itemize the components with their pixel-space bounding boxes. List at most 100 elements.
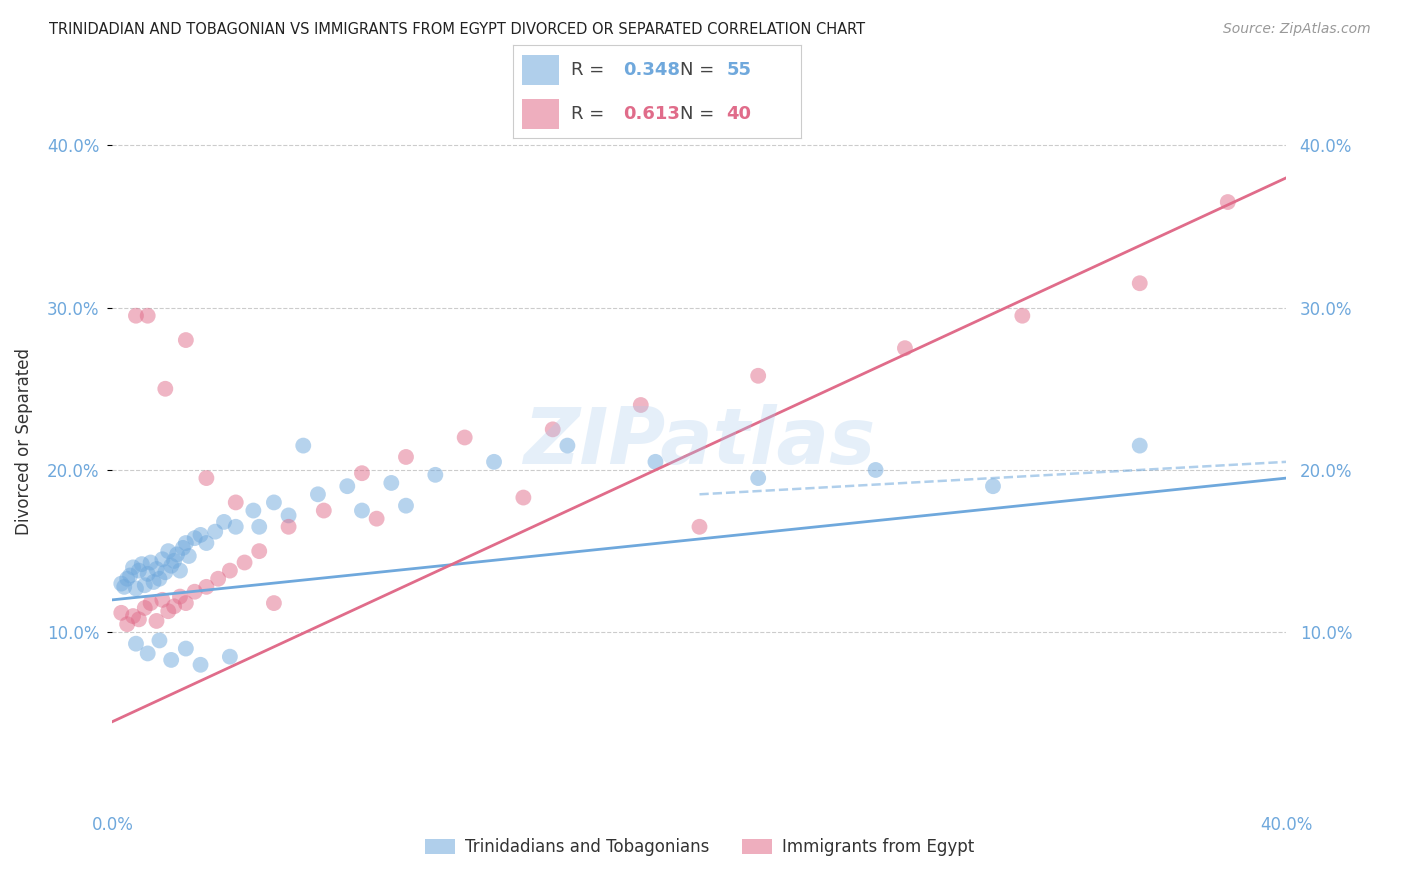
Point bbox=[395, 499, 418, 513]
Point bbox=[263, 596, 285, 610]
Point bbox=[160, 558, 183, 573]
Point bbox=[190, 657, 212, 672]
Point bbox=[219, 564, 242, 578]
Point bbox=[225, 495, 247, 509]
Text: 0.613: 0.613 bbox=[623, 105, 679, 123]
Point bbox=[350, 503, 373, 517]
Y-axis label: Divorced or Separated: Divorced or Separated bbox=[15, 348, 32, 535]
Point bbox=[1216, 195, 1239, 210]
Point bbox=[865, 463, 887, 477]
Point bbox=[233, 556, 256, 570]
Point bbox=[136, 566, 159, 581]
Point bbox=[128, 612, 150, 626]
Point bbox=[148, 572, 170, 586]
Point bbox=[134, 601, 156, 615]
Point bbox=[644, 455, 666, 469]
Text: Source: ZipAtlas.com: Source: ZipAtlas.com bbox=[1223, 22, 1371, 37]
Text: 0.348: 0.348 bbox=[623, 61, 679, 78]
Point bbox=[395, 450, 418, 464]
Point bbox=[150, 592, 173, 607]
Point bbox=[336, 479, 359, 493]
Point bbox=[160, 653, 183, 667]
Legend: Trinidadians and Tobagonians, Immigrants from Egypt: Trinidadians and Tobagonians, Immigrants… bbox=[418, 831, 981, 863]
Point bbox=[247, 520, 270, 534]
Point bbox=[312, 503, 335, 517]
Point bbox=[307, 487, 329, 501]
Point bbox=[166, 548, 188, 562]
Point bbox=[225, 520, 247, 534]
Point bbox=[115, 617, 138, 632]
Point bbox=[145, 562, 167, 576]
Point bbox=[453, 430, 475, 444]
Point bbox=[1011, 309, 1033, 323]
Bar bbox=[522, 55, 560, 85]
Point bbox=[541, 422, 564, 436]
Point bbox=[155, 566, 177, 580]
Point bbox=[747, 471, 769, 485]
Point bbox=[110, 606, 132, 620]
Point bbox=[120, 568, 142, 582]
Point bbox=[204, 524, 226, 539]
Text: 40: 40 bbox=[727, 105, 751, 123]
Point bbox=[115, 572, 138, 586]
Point bbox=[125, 582, 148, 596]
Text: R =: R = bbox=[571, 105, 610, 123]
Point bbox=[292, 439, 315, 453]
Point bbox=[183, 584, 205, 599]
Text: N =: N = bbox=[681, 105, 720, 123]
Point bbox=[110, 576, 132, 591]
Point bbox=[142, 574, 165, 589]
Text: R =: R = bbox=[571, 61, 610, 78]
Point bbox=[174, 641, 197, 656]
Point bbox=[247, 544, 270, 558]
Point bbox=[366, 511, 388, 525]
Text: ZIPatlas: ZIPatlas bbox=[523, 403, 876, 480]
Point bbox=[157, 544, 180, 558]
Point bbox=[145, 614, 167, 628]
Point bbox=[277, 520, 299, 534]
Point bbox=[277, 508, 299, 523]
Point bbox=[157, 604, 180, 618]
Point bbox=[557, 439, 579, 453]
Point bbox=[689, 520, 711, 534]
Point bbox=[136, 647, 159, 661]
Point bbox=[512, 491, 534, 505]
Point bbox=[139, 596, 162, 610]
Point bbox=[263, 495, 285, 509]
Point bbox=[1129, 439, 1152, 453]
Point bbox=[482, 455, 505, 469]
Point bbox=[207, 572, 229, 586]
Point bbox=[139, 556, 162, 570]
Point bbox=[219, 649, 242, 664]
Point bbox=[177, 549, 200, 563]
Point bbox=[195, 536, 218, 550]
Point bbox=[128, 564, 150, 578]
Bar bbox=[522, 99, 560, 129]
Point bbox=[155, 382, 177, 396]
Point bbox=[195, 471, 218, 485]
Point bbox=[169, 564, 191, 578]
Point bbox=[112, 580, 135, 594]
Point bbox=[131, 557, 153, 571]
Point bbox=[350, 466, 373, 480]
Point bbox=[630, 398, 652, 412]
Point bbox=[169, 590, 191, 604]
Point bbox=[174, 536, 197, 550]
Point bbox=[174, 333, 197, 347]
Point bbox=[242, 503, 264, 517]
Point bbox=[163, 554, 186, 568]
Point bbox=[1129, 277, 1152, 291]
Point bbox=[212, 515, 235, 529]
Point bbox=[190, 528, 212, 542]
Text: TRINIDADIAN AND TOBAGONIAN VS IMMIGRANTS FROM EGYPT DIVORCED OR SEPARATED CORREL: TRINIDADIAN AND TOBAGONIAN VS IMMIGRANTS… bbox=[49, 22, 865, 37]
Point bbox=[125, 637, 148, 651]
Point bbox=[134, 578, 156, 592]
Point bbox=[195, 580, 218, 594]
Point bbox=[894, 341, 917, 355]
Text: 55: 55 bbox=[727, 61, 751, 78]
Point bbox=[183, 531, 205, 545]
Point bbox=[163, 599, 186, 614]
Text: N =: N = bbox=[681, 61, 720, 78]
Point bbox=[136, 309, 159, 323]
Point bbox=[148, 633, 170, 648]
